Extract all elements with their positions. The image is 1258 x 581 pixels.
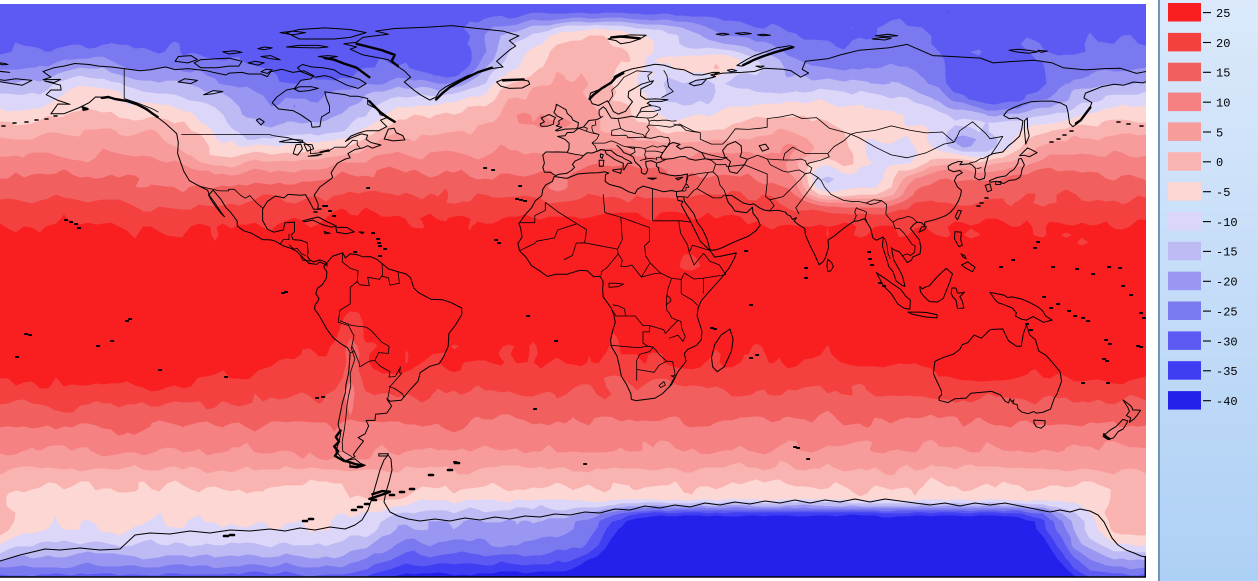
svg-text:-15: -15: [1216, 246, 1238, 260]
svg-text:5: 5: [1216, 126, 1223, 140]
svg-text:0: 0: [1216, 156, 1223, 170]
svg-text:-30: -30: [1216, 335, 1238, 349]
svg-text:-20: -20: [1216, 276, 1238, 290]
svg-text:-35: -35: [1216, 365, 1238, 379]
svg-text:-40: -40: [1216, 395, 1238, 409]
svg-text:-10: -10: [1216, 216, 1238, 230]
svg-text:10: 10: [1216, 97, 1230, 111]
svg-text:20: 20: [1216, 37, 1230, 51]
svg-text:25: 25: [1216, 7, 1230, 21]
svg-text:-5: -5: [1216, 186, 1230, 200]
svg-text:-25: -25: [1216, 305, 1238, 319]
svg-text:15: 15: [1216, 67, 1230, 81]
